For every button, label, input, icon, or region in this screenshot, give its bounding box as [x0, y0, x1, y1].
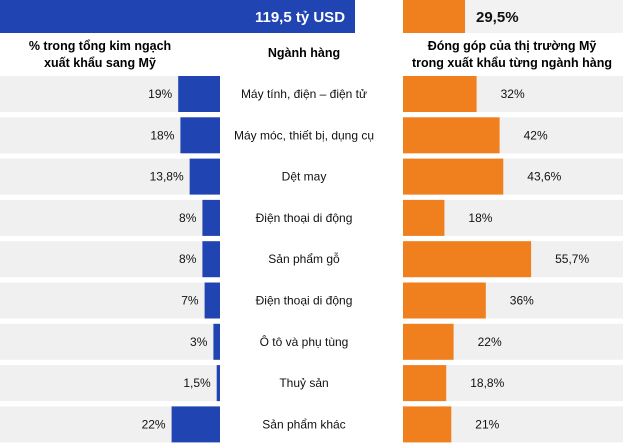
right-bar-label: 32%	[501, 87, 525, 101]
left-row-background	[0, 199, 220, 236]
right-bar	[403, 365, 447, 402]
headline-bar-left: 119,5 tỷ USD	[0, 0, 355, 33]
left-bar-label: 13,8%	[150, 170, 184, 184]
category-label: Sản phẩm gỗ	[268, 251, 340, 266]
right-bar-label: 42%	[524, 128, 548, 142]
chart-rows: 19% Máy tính, điện – điện tử 32% 18% Máy móc…	[0, 76, 623, 443]
right-bar	[403, 76, 477, 112]
right-header-line1: Đóng góp của thị trường Mỹ	[428, 39, 597, 53]
left-bar-label: 7%	[181, 294, 199, 308]
left-bar-label: 8%	[179, 252, 197, 266]
left-row-background	[0, 365, 220, 402]
left-row-background	[0, 241, 220, 278]
category-label: Sản phẩm khác	[262, 417, 345, 431]
left-bar-label: 8%	[179, 211, 197, 225]
right-bar	[403, 406, 452, 443]
category-label: Ô tô và phụ tùng	[260, 334, 349, 349]
left-row-background	[0, 158, 220, 195]
left-bar	[216, 365, 220, 402]
headline-left-fill	[0, 0, 355, 33]
right-bar	[403, 199, 445, 236]
headline-right-value: 29,5%	[476, 9, 519, 26]
left-bar	[171, 406, 220, 443]
left-bar	[189, 158, 220, 195]
right-bar	[403, 158, 504, 195]
headline-bar-right: 29,5%	[403, 0, 623, 33]
left-bar-label: 1,5%	[183, 376, 211, 390]
right-bar-label: 18,8%	[470, 376, 504, 390]
left-bar	[202, 199, 220, 236]
category-label: Điện thoại di động	[256, 211, 353, 225]
right-bar	[403, 323, 454, 360]
right-bar-label: 43,6%	[527, 170, 561, 184]
left-bar-label: 22%	[142, 417, 166, 431]
left-row-background	[0, 323, 220, 360]
right-bar-label: 18%	[468, 211, 492, 225]
right-bar	[403, 282, 486, 319]
right-bar-label: 22%	[478, 335, 502, 349]
headline-left-value: 119,5 tỷ USD	[255, 9, 345, 26]
right-bar-label: 21%	[475, 417, 499, 431]
right-bar-label: 36%	[510, 294, 534, 308]
left-bar	[202, 241, 220, 278]
left-bar-label: 3%	[190, 335, 208, 349]
right-bar-label: 55,7%	[555, 252, 589, 266]
left-header-line1: % trong tổng kim ngạch	[29, 39, 171, 53]
left-bar	[178, 76, 220, 112]
category-label: Điện thoại di động	[256, 294, 353, 308]
category-label: Máy móc, thiết bị, dụng cụ	[234, 128, 374, 142]
category-label: Máy tính, điện – điện tử	[241, 87, 367, 101]
left-row-background	[0, 282, 220, 319]
headline-right-fill	[403, 0, 465, 33]
right-bar	[403, 241, 532, 278]
left-header-line2: xuất khẩu sang Mỹ	[44, 56, 156, 70]
left-bar	[204, 282, 220, 319]
left-bar	[180, 117, 220, 154]
right-header-line2: trong xuất khẩu từng ngành hàng	[412, 56, 612, 70]
right-bar	[403, 117, 500, 154]
left-bar	[213, 323, 220, 360]
category-label: Dệt may	[282, 170, 327, 184]
category-label: Thuỷ sản	[279, 376, 328, 390]
left-bar-label: 18%	[150, 128, 174, 142]
left-bar-label: 19%	[148, 87, 172, 101]
center-header: Ngành hàng	[268, 46, 340, 60]
